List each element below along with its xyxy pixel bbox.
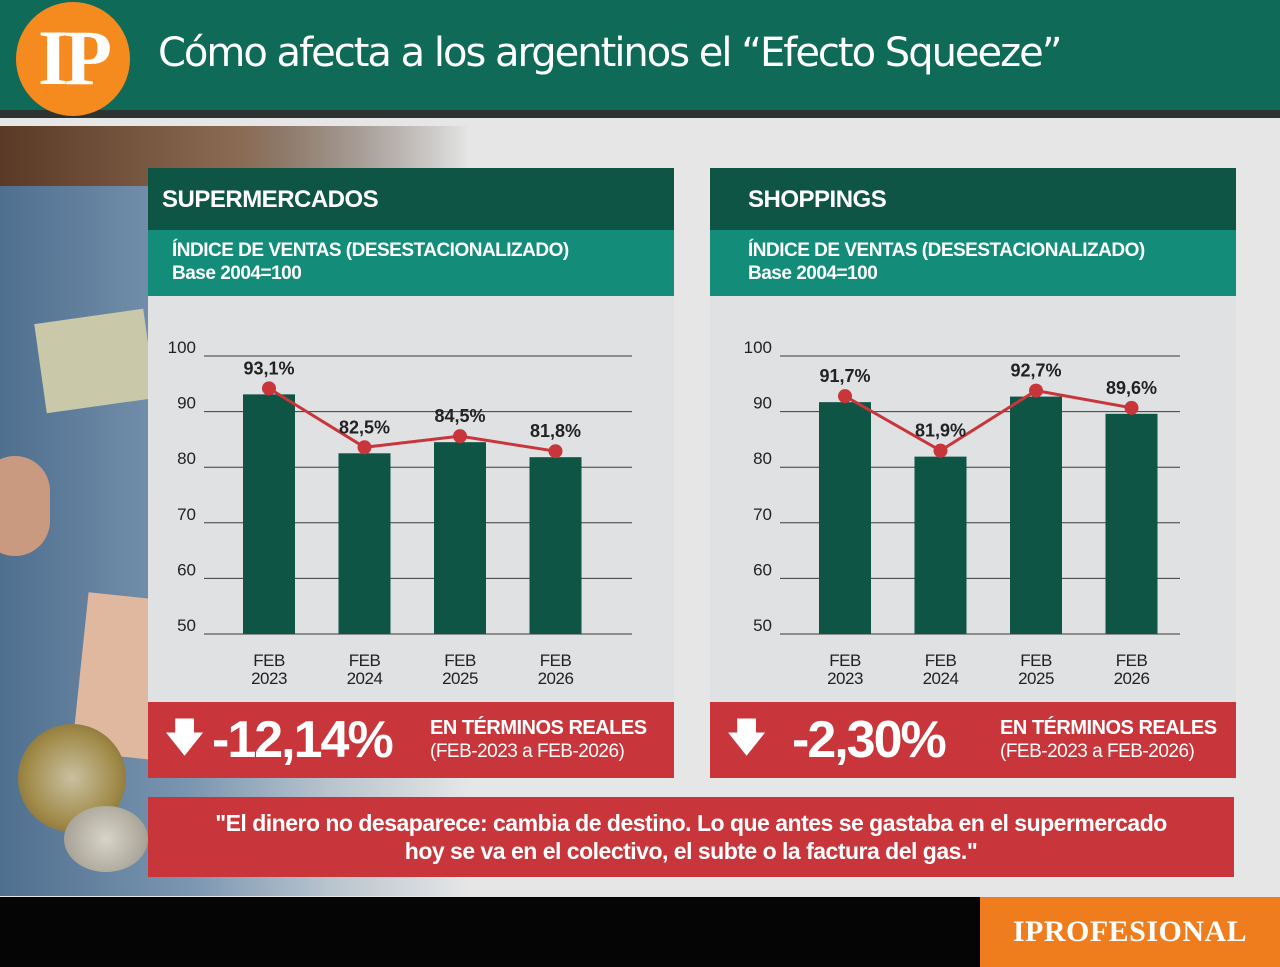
trend-point [933, 443, 948, 458]
y-tick-label: 60 [177, 560, 196, 579]
y-tick-label: 80 [753, 449, 772, 468]
page-title: Cómo afecta a los argentinos el “Efecto … [158, 30, 1062, 76]
x-tick-label: FEB [540, 651, 572, 670]
quote-line: hoy se va en el colectivo, el subte o la… [404, 838, 978, 864]
coin-image [64, 806, 148, 872]
arrow-down-icon: 🡇 [164, 716, 206, 760]
x-tick-label: 2024 [923, 669, 959, 688]
x-tick-label: 2026 [538, 669, 574, 688]
trend-point [548, 444, 563, 459]
data-label: 82,5% [339, 417, 390, 437]
y-tick-label: 80 [177, 449, 196, 468]
finger-image [0, 456, 50, 556]
shoppings-panel: SHOPPINGS ÍNDICE DE VENTAS (DESESTACIONA… [710, 168, 1236, 778]
x-tick-label: 2024 [347, 669, 383, 688]
bar [1105, 413, 1158, 634]
x-tick-label: 2023 [251, 669, 287, 688]
brand-logo: IPROFESIONAL [980, 897, 1280, 967]
footer-bar: IPROFESIONAL [0, 897, 1280, 967]
bar [338, 453, 391, 634]
y-tick-label: 70 [753, 505, 772, 524]
panel-subtitle: ÍNDICE DE VENTAS (DESESTACIONALIZADO) Ba… [148, 230, 674, 296]
supermercados-chart: 50 60 70 80 90 100 FEB 2023 FEB 2024 FEB 2025 FEB 202… [148, 296, 674, 704]
data-label: 81,9% [915, 421, 966, 441]
x-tick-label: FEB [349, 651, 381, 670]
trend-point [1029, 383, 1043, 398]
data-label: 91,7% [819, 366, 870, 386]
x-tick-label: 2025 [1018, 669, 1054, 688]
index-label: ÍNDICE DE VENTAS (DESESTACIONALIZADO) [172, 240, 569, 261]
chart-svg: 5060708090100FEB2023FEB2024FEB2025FEB202… [744, 338, 1180, 688]
x-tick-label: FEB [829, 651, 861, 670]
x-tick-label: 2025 [442, 669, 478, 688]
arrow-down-icon: 🡇 [726, 716, 768, 760]
y-tick-label: 100 [168, 338, 196, 357]
data-label: 84,5% [434, 406, 485, 426]
x-tick-label: FEB [1116, 651, 1148, 670]
data-label: 93,1% [243, 358, 294, 378]
y-tick-label: 50 [177, 616, 196, 635]
chart-svg: 5060708090100FEB2023FEB2024FEB2025FEB202… [168, 338, 632, 688]
x-tick-label: FEB [925, 651, 957, 670]
y-tick-label: 60 [753, 560, 772, 579]
trend-line [268, 387, 556, 453]
x-tick-label: 2026 [1114, 669, 1150, 688]
header-bar: IP Cómo afecta a los argentinos el “Efec… [0, 0, 1280, 118]
real-terms-label: EN TÉRMINOS REALES [1000, 717, 1217, 739]
bar [819, 402, 871, 634]
x-tick-label: FEB [444, 651, 476, 670]
bar [1010, 396, 1062, 634]
y-tick-label: 90 [753, 394, 772, 413]
panel-title: SUPERMERCADOS [148, 168, 674, 230]
y-tick-label: 100 [744, 338, 772, 357]
shoppings-chart: 50 60 70 80 90 100 FEB 2023 FEB 2024 FEB 2025 FEB 202… [710, 296, 1236, 704]
data-label: 92,7% [1010, 361, 1061, 381]
bar [434, 442, 486, 634]
x-tick-label: FEB [1020, 651, 1052, 670]
index-label: ÍNDICE DE VENTAS (DESESTACIONALIZADO) [748, 240, 1145, 261]
trend-point [453, 429, 467, 444]
bar [529, 457, 582, 634]
banknote-image [34, 308, 156, 414]
x-tick-label: FEB [253, 651, 285, 670]
quote-line: "El dinero no desaparece: cambia de dest… [215, 810, 1167, 836]
base-label: Base 2004=100 [172, 263, 302, 284]
base-label: Base 2004=100 [748, 263, 878, 284]
ip-logo: IP [16, 2, 130, 116]
bar [243, 394, 295, 634]
trend-line [844, 389, 1132, 453]
data-label: 81,8% [530, 421, 581, 441]
bar [914, 456, 967, 634]
change-value: -12,14% [212, 711, 394, 769]
y-tick-label: 50 [753, 616, 772, 635]
quote-box: "El dinero no desaparece: cambia de dest… [148, 797, 1234, 877]
data-label: 89,6% [1106, 378, 1157, 398]
supermercados-panel: SUPERMERCADOS ÍNDICE DE VENTAS (DESESTAC… [148, 168, 674, 778]
trend-point [262, 381, 276, 396]
y-tick-label: 70 [177, 505, 196, 524]
period-label: (FEB-2023 a FEB-2026) [1000, 741, 1195, 762]
period-label: (FEB-2023 a FEB-2026) [430, 741, 625, 762]
panel-subtitle: ÍNDICE DE VENTAS (DESESTACIONALIZADO) Ba… [710, 230, 1236, 296]
result-bar: 🡇 -2,30% EN TÉRMINOS REALES (FEB-2023 a … [710, 702, 1236, 778]
x-tick-label: 2023 [827, 669, 863, 688]
trend-point [1124, 400, 1139, 415]
trend-point [838, 389, 852, 404]
result-bar: 🡇 -12,14% EN TÉRMINOS REALES (FEB-2023 a… [148, 702, 674, 778]
change-value: -2,30% [792, 711, 947, 769]
trend-point [357, 440, 372, 455]
real-terms-label: EN TÉRMINOS REALES [430, 717, 647, 739]
panel-title: SHOPPINGS [710, 168, 1236, 230]
y-tick-label: 90 [177, 394, 196, 413]
